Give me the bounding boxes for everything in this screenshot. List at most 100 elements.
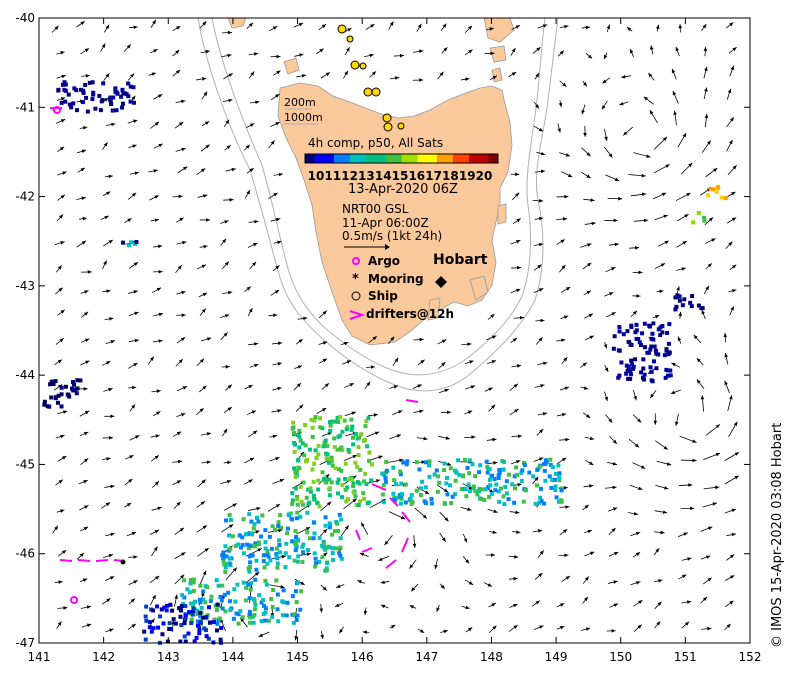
current-vector-head (538, 573, 543, 578)
sst-pixel (190, 609, 195, 614)
argo-marker (53, 106, 61, 114)
x-tick-label: 148 (480, 650, 503, 664)
sst-pixel (268, 558, 273, 563)
current-vector-head (613, 580, 618, 584)
sst-pixel (254, 515, 259, 520)
colorbar-cell (433, 154, 438, 163)
sst-pixel (292, 612, 297, 617)
current-vector-head (681, 267, 686, 271)
current-vector-head (641, 173, 646, 178)
sst-pixel (212, 617, 217, 622)
sst-pixel (535, 467, 540, 472)
current-vector-head (59, 214, 64, 219)
sst-pixel (227, 556, 232, 561)
sst-pixel (343, 487, 348, 492)
current-vector-head (586, 174, 591, 179)
sst-pixel (361, 491, 366, 496)
sst-pixel (414, 488, 419, 493)
sst-pixel (701, 215, 706, 220)
sst-pixel (75, 386, 80, 391)
sst-pixel (399, 492, 404, 497)
current-vector-head (536, 47, 541, 52)
colorbar-cell (385, 154, 390, 163)
sst-pixel (285, 531, 290, 536)
sst-pixel (356, 453, 361, 458)
sst-pixel (612, 334, 617, 339)
sst-pixel (330, 532, 335, 537)
sst-pixel (553, 472, 558, 477)
sst-pixel (265, 561, 270, 566)
current-vector-head (441, 339, 447, 344)
current-vector-head (648, 72, 653, 78)
current-vector-head (132, 385, 137, 390)
sst-pixel (100, 98, 105, 103)
sst-pixel (252, 613, 257, 618)
current-vector-head (445, 436, 450, 440)
current-vector-head (226, 145, 231, 150)
current-vector-head (202, 525, 207, 530)
current-vector-head (156, 411, 161, 416)
current-vector-head (175, 49, 180, 54)
sst-pixel (295, 559, 300, 564)
sst-pixel (189, 601, 194, 606)
sst-pixel (668, 373, 673, 378)
sst-pixel (487, 467, 492, 472)
current-vector-head (609, 292, 614, 296)
sst-pixel (249, 581, 254, 586)
sst-pixel (538, 495, 543, 500)
sst-pixel (337, 512, 342, 517)
y-tick-label: -40 (15, 11, 35, 25)
current-vector-head (591, 221, 596, 226)
current-vector-head (359, 552, 365, 557)
sst-pixel (291, 431, 296, 436)
sst-pixel (306, 487, 311, 492)
colorbar-cell (469, 154, 473, 163)
sst-pixel (56, 393, 61, 398)
colorbar-cell (424, 154, 428, 163)
sst-pixel (482, 497, 487, 502)
current-vector-head (277, 362, 282, 366)
colorbar-cell (327, 154, 332, 163)
contour-200m (211, 17, 546, 376)
sst-pixel (652, 344, 657, 349)
sst-pixel (478, 463, 483, 468)
sst-pixel (183, 604, 188, 609)
current-vector-head (134, 311, 139, 316)
sst-pixel (630, 362, 635, 367)
sst-pixel (120, 101, 125, 106)
current-vector-head (158, 339, 163, 343)
sst-pixel (253, 541, 258, 546)
current-vector-head (731, 508, 736, 513)
sst-pixel (313, 556, 318, 561)
current-vector-head (724, 380, 728, 386)
current-vector-head (604, 54, 608, 60)
current-vector-head (157, 244, 163, 249)
current-vector-head (684, 214, 689, 218)
current-vector-head (224, 314, 230, 318)
sst-pixel (467, 471, 472, 476)
current-vector-head (59, 338, 64, 343)
current-vector-head (109, 317, 114, 321)
current-vector-head (154, 195, 159, 199)
current-vector-head (275, 504, 281, 508)
sst-pixel (275, 561, 280, 566)
sst-pixel (253, 602, 258, 607)
sst-pixel (335, 491, 340, 496)
current-vector-head (492, 75, 497, 80)
y-tick-label: -47 (15, 636, 35, 650)
current-vector-head (224, 220, 229, 224)
current-vector-head (540, 318, 545, 323)
sst-pixel (78, 378, 83, 383)
sst-pixel (338, 545, 343, 550)
sst-pixel (297, 445, 302, 450)
sst-pixel (299, 589, 304, 594)
hobart-marker: Hobart (433, 252, 488, 288)
sst-pixel (236, 542, 241, 547)
current-vector-head (586, 290, 591, 295)
sst-pixel (335, 415, 340, 420)
sst-pixel (227, 533, 232, 538)
sst-pixel (221, 555, 226, 560)
current-vector-head (640, 465, 646, 469)
current-vector-head (583, 386, 589, 390)
